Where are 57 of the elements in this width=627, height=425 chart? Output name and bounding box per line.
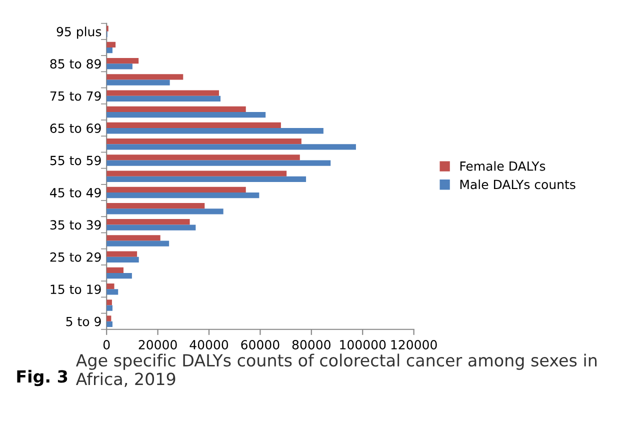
- bar: [106, 240, 170, 246]
- x-tick-label: 100000: [340, 340, 386, 350]
- bar: [106, 64, 132, 70]
- bar: [106, 224, 196, 230]
- x-tick-label: 60000: [241, 340, 280, 350]
- bar: [106, 283, 114, 290]
- y-tick-label: 25 to 29: [50, 252, 101, 262]
- bar: [106, 305, 112, 311]
- bar: [106, 74, 184, 80]
- y-tick-label: 55 to 59: [50, 156, 101, 166]
- x-tick-label: 20000: [138, 340, 177, 350]
- bar: [106, 170, 287, 176]
- bar: [106, 273, 132, 279]
- bar: [106, 128, 324, 134]
- bar: [106, 321, 112, 327]
- bar: [106, 160, 331, 166]
- legend-label: Female DALYs: [460, 161, 546, 171]
- x-tick-label: 120000: [391, 340, 437, 350]
- bar: [106, 138, 302, 144]
- bar: [106, 48, 112, 54]
- x-tick-label: 0: [103, 340, 110, 350]
- y-tick-label: 35 to 39: [50, 220, 101, 230]
- bar: [106, 208, 224, 214]
- bar: [106, 251, 138, 257]
- caption: Fig. 3: [17, 370, 68, 386]
- bar: [106, 96, 221, 102]
- x-tick-label: 80000: [292, 340, 330, 350]
- bar: [106, 219, 190, 225]
- bar: [106, 202, 205, 209]
- bar: [106, 106, 246, 112]
- y-tick-label: 45 to 49: [50, 188, 101, 198]
- bar: [106, 235, 160, 241]
- bar: [106, 186, 246, 192]
- y-tick-label: 15 to 19: [50, 284, 101, 294]
- text: Age specific DALYs counts of colorectal cancer among sexes in Africa, 2019: [76, 354, 597, 387]
- y-tick-label: 5 to 9: [66, 316, 101, 326]
- bar: [106, 289, 118, 295]
- bar: [106, 256, 139, 263]
- y-tick-label: 95 plus: [56, 26, 102, 39]
- bar: [106, 154, 300, 160]
- bar: [106, 300, 112, 306]
- bar: [106, 144, 356, 150]
- bar: [106, 112, 266, 118]
- bar: [106, 58, 139, 64]
- bar: [106, 192, 260, 198]
- bar: [106, 316, 112, 322]
- y-tick-label: 75 to 79: [50, 91, 101, 101]
- legend-label: Male DALYs counts: [460, 180, 576, 190]
- y-tick-label: 85 to 89: [50, 59, 101, 69]
- x-tick-label: 40000: [190, 340, 228, 350]
- bar: [106, 122, 281, 128]
- bar: [106, 90, 219, 96]
- bar: [106, 267, 124, 274]
- bar: [106, 80, 170, 86]
- bar: [106, 176, 306, 182]
- y-tick-label: 65 to 69: [50, 124, 101, 133]
- bar: [106, 42, 116, 48]
